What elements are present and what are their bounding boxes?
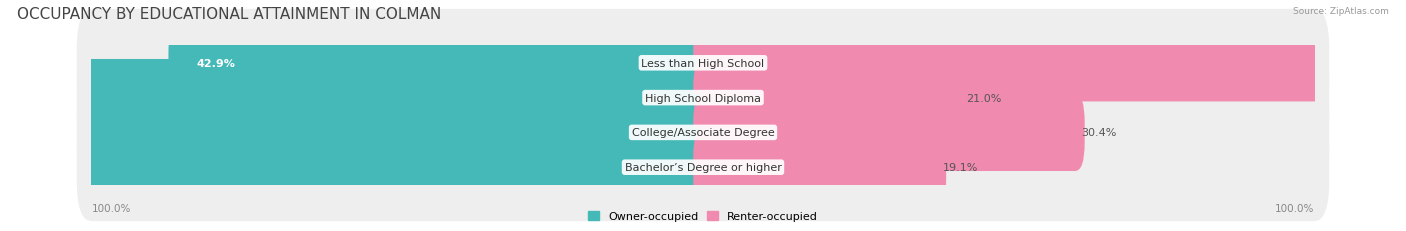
Text: 19.1%: 19.1% [942, 162, 979, 173]
FancyBboxPatch shape [77, 79, 1329, 187]
FancyBboxPatch shape [693, 129, 946, 206]
FancyBboxPatch shape [693, 25, 1406, 102]
FancyBboxPatch shape [169, 25, 713, 102]
Text: 100.0%: 100.0% [1275, 203, 1315, 213]
FancyBboxPatch shape [693, 60, 970, 137]
Text: 21.0%: 21.0% [966, 93, 1001, 103]
FancyBboxPatch shape [77, 44, 1329, 152]
Text: Bachelor’s Degree or higher: Bachelor’s Degree or higher [624, 162, 782, 173]
Text: Less than High School: Less than High School [641, 58, 765, 69]
Text: College/Associate Degree: College/Associate Degree [631, 128, 775, 138]
Text: Source: ZipAtlas.com: Source: ZipAtlas.com [1294, 7, 1389, 16]
Text: 100.0%: 100.0% [91, 203, 131, 213]
FancyBboxPatch shape [693, 94, 1084, 171]
FancyBboxPatch shape [77, 10, 1329, 117]
Text: 42.9%: 42.9% [197, 58, 235, 69]
FancyBboxPatch shape [0, 94, 713, 171]
Text: OCCUPANCY BY EDUCATIONAL ATTAINMENT IN COLMAN: OCCUPANCY BY EDUCATIONAL ATTAINMENT IN C… [17, 7, 441, 22]
FancyBboxPatch shape [77, 114, 1329, 221]
Text: High School Diploma: High School Diploma [645, 93, 761, 103]
Text: 30.4%: 30.4% [1081, 128, 1116, 138]
Legend: Owner-occupied, Renter-occupied: Owner-occupied, Renter-occupied [583, 206, 823, 225]
FancyBboxPatch shape [0, 60, 713, 137]
FancyBboxPatch shape [0, 129, 713, 206]
